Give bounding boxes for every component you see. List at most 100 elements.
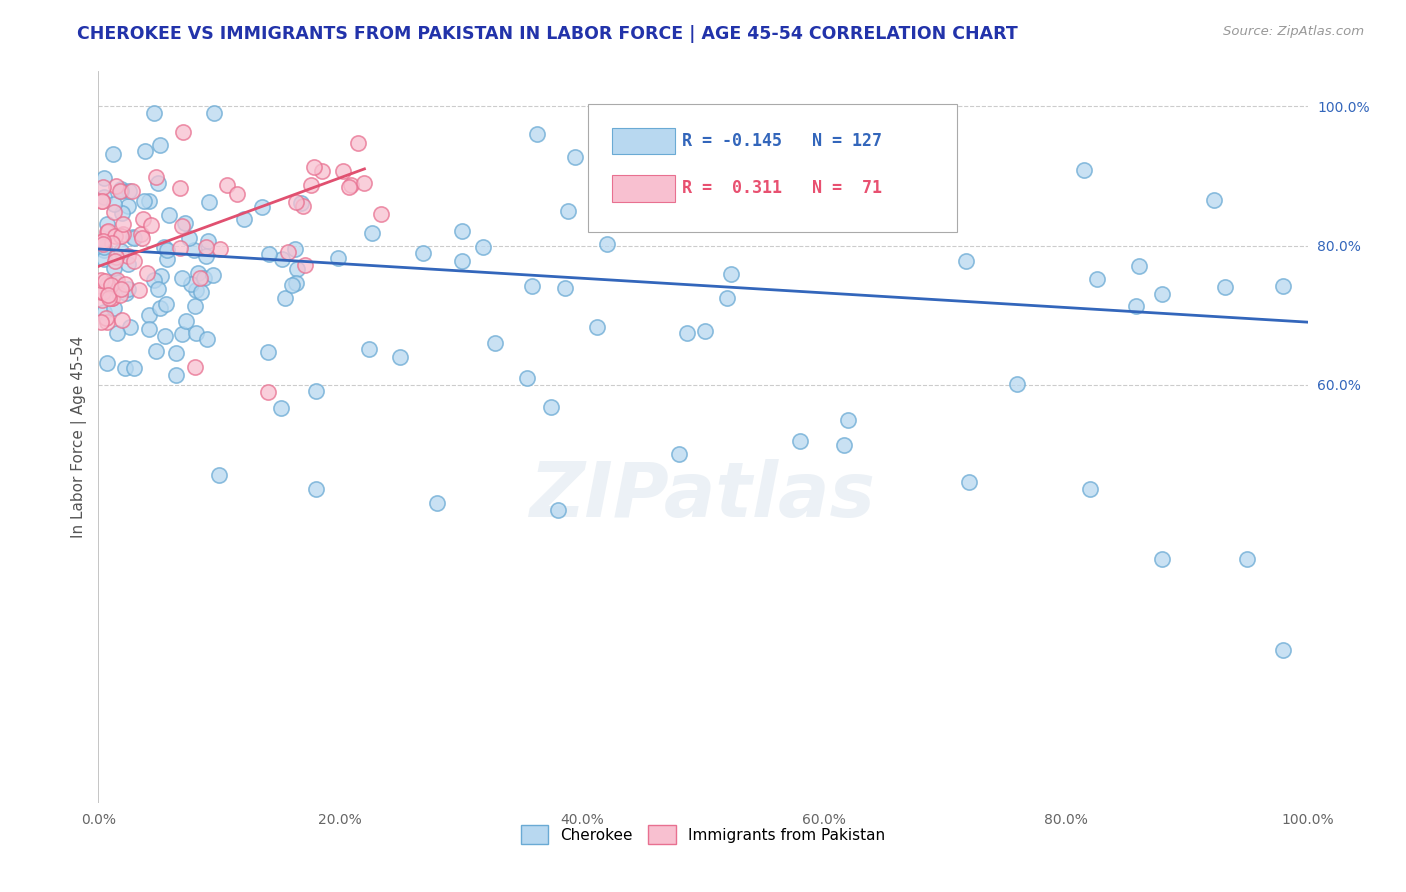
Point bbox=[471, 240, 494, 254]
Point bbox=[197, 234, 219, 248]
Point bbox=[155, 296, 177, 310]
Point bbox=[451, 254, 474, 268]
Point bbox=[1073, 163, 1095, 178]
Point bbox=[101, 147, 124, 161]
Point bbox=[695, 324, 717, 338]
Point bbox=[138, 194, 160, 208]
Point bbox=[138, 322, 160, 336]
Point bbox=[145, 344, 167, 359]
Point bbox=[128, 284, 150, 298]
Point bbox=[131, 212, 153, 227]
Point bbox=[832, 438, 855, 452]
Legend: Cherokee, Immigrants from Pakistan: Cherokee, Immigrants from Pakistan bbox=[515, 819, 891, 850]
Point bbox=[226, 187, 249, 202]
Point bbox=[337, 180, 360, 194]
Point bbox=[132, 194, 155, 209]
Point bbox=[285, 261, 308, 276]
Y-axis label: In Labor Force | Age 45-54: In Labor Force | Age 45-54 bbox=[72, 336, 87, 538]
Point bbox=[91, 180, 114, 194]
Point bbox=[100, 291, 122, 305]
Point bbox=[90, 194, 112, 208]
Point bbox=[174, 216, 197, 230]
Point bbox=[110, 185, 132, 199]
Point bbox=[101, 291, 124, 305]
Point bbox=[118, 184, 141, 198]
Point bbox=[90, 235, 112, 249]
Point bbox=[105, 179, 128, 194]
Point bbox=[208, 242, 231, 256]
Point bbox=[426, 496, 449, 510]
Point bbox=[114, 277, 136, 291]
Point bbox=[148, 281, 170, 295]
Point bbox=[108, 184, 131, 198]
Point bbox=[180, 277, 202, 292]
Point bbox=[94, 274, 117, 288]
Point bbox=[193, 271, 215, 285]
Point bbox=[720, 267, 742, 281]
Point bbox=[135, 266, 157, 280]
Point bbox=[91, 293, 114, 308]
Point bbox=[105, 250, 128, 264]
Point bbox=[91, 285, 114, 299]
Point bbox=[284, 195, 307, 210]
Point bbox=[176, 314, 198, 328]
Point bbox=[1005, 376, 1028, 391]
Point bbox=[169, 241, 191, 255]
Point bbox=[564, 150, 586, 164]
Point bbox=[190, 285, 212, 299]
Point bbox=[139, 218, 162, 232]
Point bbox=[340, 178, 363, 192]
Point bbox=[347, 136, 370, 151]
Point bbox=[97, 288, 120, 302]
Point bbox=[96, 218, 118, 232]
Text: ZIPatlas: ZIPatlas bbox=[530, 458, 876, 533]
Point bbox=[96, 315, 118, 329]
Point bbox=[526, 127, 548, 141]
Point bbox=[1150, 286, 1173, 301]
Point bbox=[170, 326, 193, 341]
Point bbox=[957, 475, 980, 490]
Point bbox=[256, 384, 278, 399]
Point bbox=[184, 360, 207, 375]
Point bbox=[93, 243, 115, 257]
Point bbox=[94, 311, 117, 326]
Point bbox=[1085, 272, 1108, 286]
Point bbox=[554, 280, 576, 294]
Point bbox=[121, 184, 143, 198]
Point bbox=[326, 251, 349, 265]
Point bbox=[143, 106, 166, 120]
Point bbox=[118, 319, 141, 334]
Point bbox=[101, 235, 124, 250]
Text: R =  0.311   N =  71: R = 0.311 N = 71 bbox=[682, 179, 883, 197]
Point bbox=[208, 468, 231, 483]
Point bbox=[172, 125, 194, 139]
Point bbox=[149, 301, 172, 315]
Point bbox=[96, 225, 118, 239]
Point bbox=[277, 245, 299, 260]
Point bbox=[122, 231, 145, 245]
Point bbox=[522, 279, 544, 293]
Point bbox=[250, 200, 273, 214]
Point bbox=[257, 247, 280, 261]
Point bbox=[112, 217, 135, 231]
Point bbox=[183, 243, 205, 257]
Point bbox=[165, 346, 187, 360]
Point bbox=[202, 106, 225, 120]
Point bbox=[271, 252, 294, 266]
Point bbox=[194, 240, 217, 254]
Point bbox=[177, 231, 200, 245]
Point bbox=[134, 145, 156, 159]
Point bbox=[370, 207, 392, 221]
Point bbox=[155, 252, 177, 266]
Point bbox=[153, 240, 176, 254]
Point bbox=[668, 448, 690, 462]
Point bbox=[292, 199, 315, 213]
Point bbox=[270, 401, 292, 416]
Point bbox=[150, 269, 173, 284]
Point bbox=[104, 274, 127, 288]
FancyBboxPatch shape bbox=[613, 175, 675, 202]
Point bbox=[1215, 280, 1237, 294]
Point bbox=[103, 301, 125, 315]
Point bbox=[138, 308, 160, 322]
Point bbox=[284, 242, 307, 256]
